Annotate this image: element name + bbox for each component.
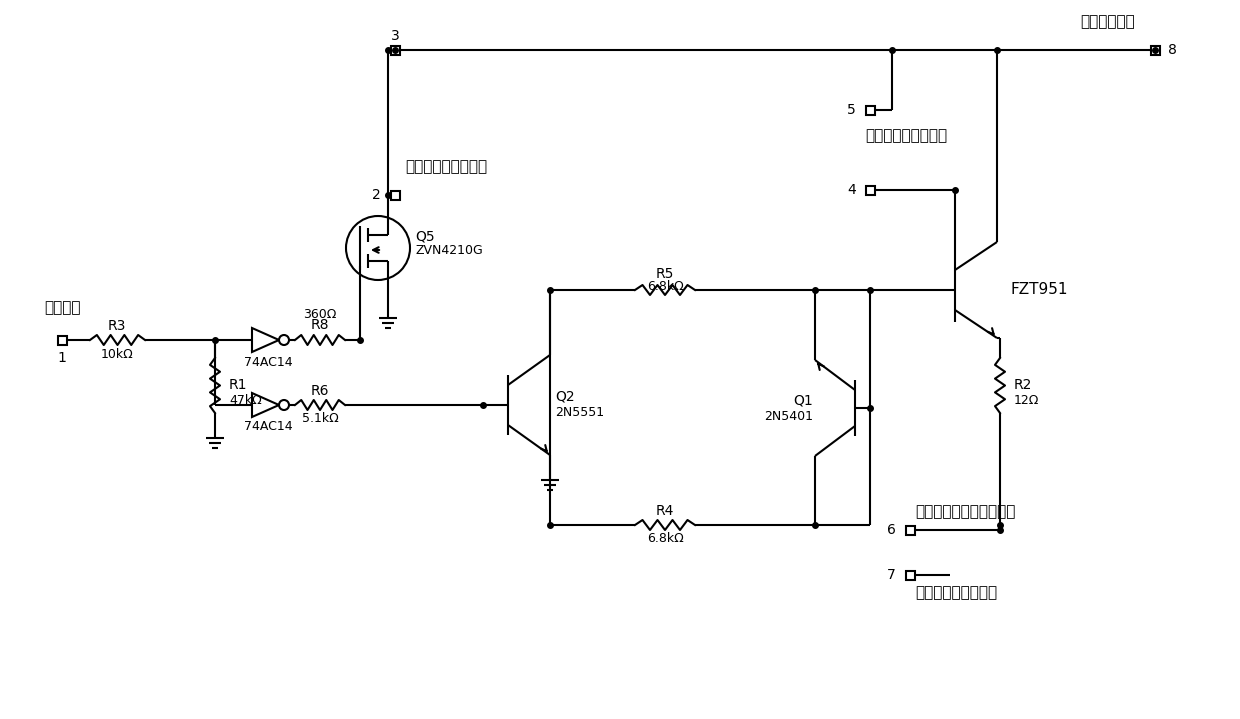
Text: 2N5551: 2N5551 [556, 406, 604, 419]
Text: 10kΩ: 10kΩ [100, 347, 134, 360]
Text: 4: 4 [847, 183, 856, 197]
Text: R2: R2 [1014, 378, 1033, 392]
Bar [1151, 45, 1159, 55]
Text: 12Ω: 12Ω [1014, 395, 1039, 408]
Text: 74AC14: 74AC14 [244, 421, 293, 434]
Bar [905, 526, 915, 534]
Text: 360Ω: 360Ω [304, 308, 337, 321]
Text: 3: 3 [391, 29, 399, 43]
Text: 8: 8 [1168, 43, 1177, 57]
Text: Q2: Q2 [556, 390, 574, 404]
Text: 逻辑电平: 逻辑电平 [43, 301, 81, 316]
Bar [57, 336, 67, 344]
Bar [866, 106, 874, 114]
Text: R1: R1 [229, 378, 248, 392]
Text: 高电平输出阈值选择跳线: 高电平输出阈值选择跳线 [915, 505, 1016, 520]
Text: 5: 5 [847, 103, 856, 117]
Text: 2: 2 [372, 188, 381, 202]
Text: 7: 7 [888, 568, 897, 582]
Text: Q1: Q1 [794, 393, 813, 407]
Text: R3: R3 [108, 319, 126, 333]
Text: R4: R4 [656, 504, 675, 518]
Text: 高电平输出参考电平: 高电平输出参考电平 [915, 585, 997, 600]
Text: 5.1kΩ: 5.1kΩ [301, 413, 339, 426]
Bar [391, 45, 399, 55]
Text: R5: R5 [656, 267, 675, 281]
Text: 74AC14: 74AC14 [244, 355, 293, 369]
Text: 2N5401: 2N5401 [764, 410, 813, 423]
Text: 6.8kΩ: 6.8kΩ [646, 280, 683, 293]
Text: R6: R6 [311, 384, 330, 398]
Text: 1: 1 [57, 351, 67, 365]
Bar [905, 570, 915, 580]
Text: R8: R8 [311, 318, 330, 332]
Bar [866, 186, 874, 195]
Text: 调理信号输出: 调理信号输出 [1080, 14, 1135, 29]
Text: 6.8kΩ: 6.8kΩ [646, 533, 683, 546]
Text: 高电平输出选择跳线: 高电平输出选择跳线 [866, 129, 947, 144]
Text: 低电平输出选择跳线: 低电平输出选择跳线 [405, 160, 487, 175]
Text: ZVN4210G: ZVN4210G [415, 244, 482, 257]
Bar [391, 191, 399, 199]
Text: Q5: Q5 [415, 229, 435, 243]
Text: 47kΩ: 47kΩ [229, 393, 262, 406]
Text: 6: 6 [887, 523, 897, 537]
Text: FZT951: FZT951 [1011, 283, 1068, 298]
